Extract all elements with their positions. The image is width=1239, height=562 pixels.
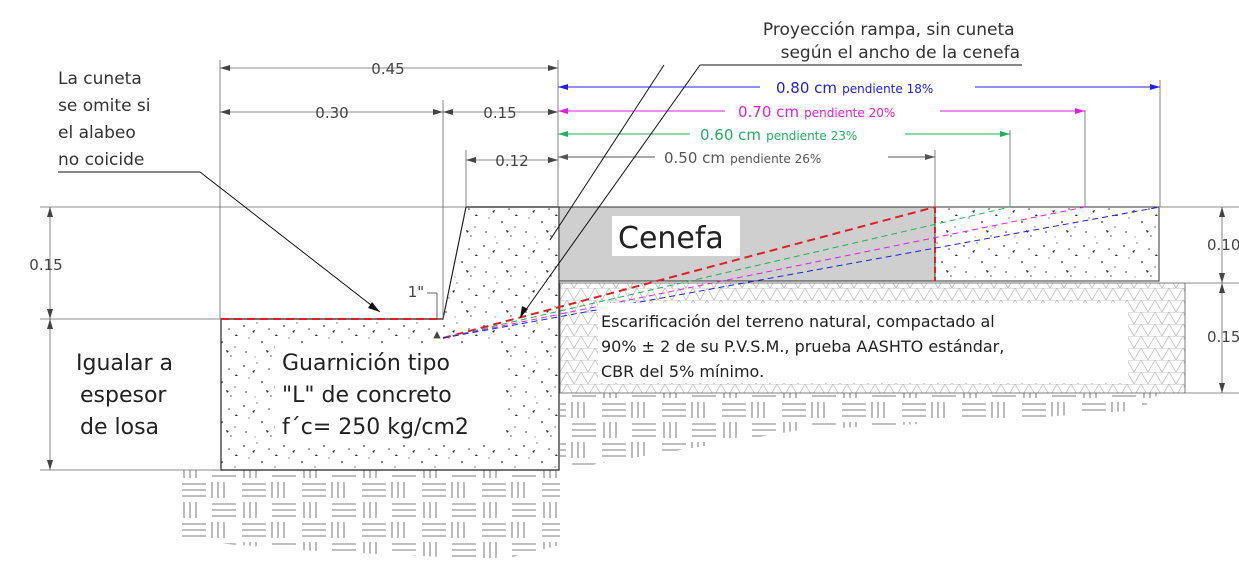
dim-right-010-label: 0.10 (1207, 236, 1239, 254)
ramp-slab (934, 206, 1160, 282)
dim-045-label: 0.45 (371, 60, 404, 78)
cuneta-note: La cuneta se omite si el alabeo no coici… (58, 69, 156, 170)
ramp-dimension-50 (558, 154, 935, 160)
leader-arrowhead-cuneta (368, 302, 380, 312)
dim-1inch-label: 1" (408, 283, 424, 301)
igualar-note: Igualar a espesor de losa (76, 351, 180, 440)
leader-arrowhead-projection (520, 306, 528, 318)
ramp-70-label: 0.70 cm pendiente 20% (738, 102, 895, 121)
dim-030-label: 0.30 (315, 104, 348, 122)
dim-015-top-label: 0.15 (483, 104, 516, 122)
extension-lines (40, 60, 1239, 471)
cenefa-label-bg (612, 216, 740, 256)
ramp-dimension-60 (558, 131, 1010, 137)
one-inch-marker (427, 292, 441, 339)
leader-lines (58, 64, 1022, 319)
ramp-dimension-80 (558, 84, 1160, 90)
natural-ground-hatch-right (560, 393, 1160, 470)
dim-012-label: 0.12 (495, 152, 528, 170)
ramp-line-50 (442, 206, 936, 339)
dim-left-015-label: 0.15 (29, 256, 62, 274)
dim-right-015-label: 0.15 (1207, 328, 1239, 346)
dimension-arrowheads (47, 65, 1225, 470)
dimension-lines (49, 67, 1223, 470)
natural-ground-hatch-left (180, 470, 560, 560)
escarificacion-note: Escarificación del terreno natural, comp… (601, 312, 1009, 381)
cenefa-label: Cenefa (618, 221, 724, 256)
guarnicion-note: Guarnición tipo "L" de concreto f´c= 250… (282, 351, 469, 440)
ramp-dimension-70 (558, 108, 1085, 114)
ramp-line-80 (442, 206, 1161, 339)
ramp-80-label: 0.80 cm pendiente 18% (776, 78, 933, 97)
projection-note: Proyección rampa, sin cuneta según el an… (763, 20, 1020, 63)
escarificacion-label-bg (598, 303, 1128, 383)
ramp-60-label: 0.60 cm pendiente 23% (700, 125, 857, 144)
ramp-line-60 (442, 206, 1011, 339)
ramp-50-label: 0.50 cm pendiente 26% (664, 148, 821, 167)
guarnicion-label-bg (275, 344, 505, 444)
